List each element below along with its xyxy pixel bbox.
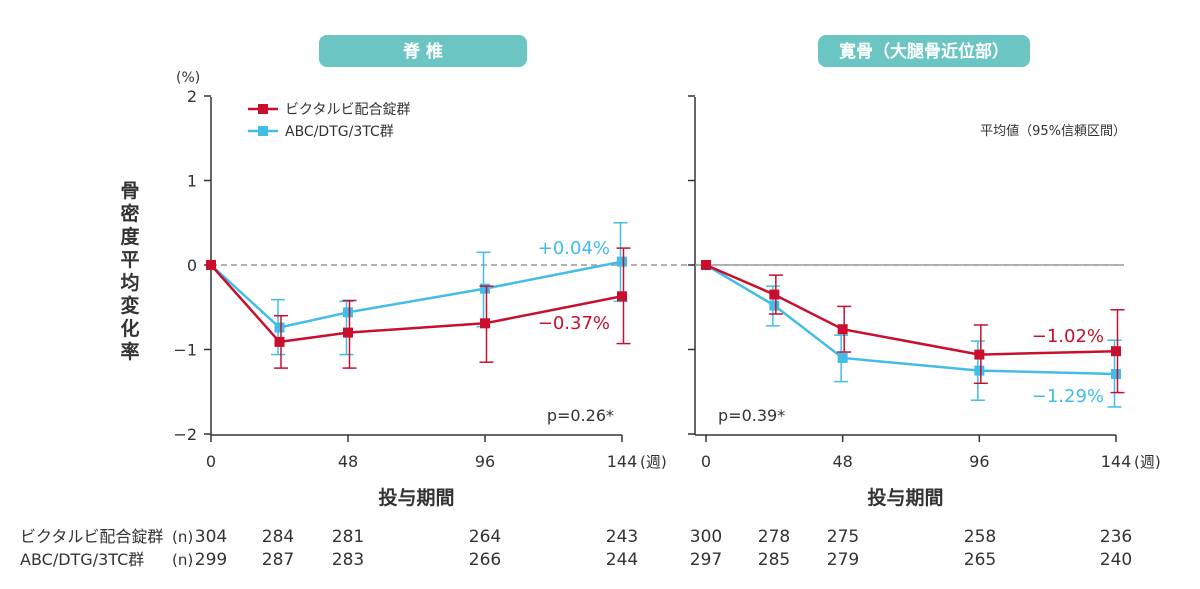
end-value-label: −1.29% <box>1032 386 1104 407</box>
x-tick-label: 96 <box>969 452 989 471</box>
data-point <box>837 324 848 335</box>
n-table-cell: 278 <box>758 527 790 547</box>
data-point <box>480 283 490 294</box>
y-axis-label-char: 平 <box>120 249 139 271</box>
x-tick-label: 144 <box>1101 452 1132 471</box>
n-table-cell: 275 <box>827 527 859 547</box>
n-table-cell: 258 <box>964 527 996 547</box>
legend-entry-label: ビクタルビ配合錠群 <box>285 102 410 118</box>
n-table-cell: 285 <box>758 550 790 570</box>
p-value: p=0.26* <box>547 406 614 425</box>
y-axis-label-char: 変 <box>120 294 139 317</box>
y-axis-label-char: 度 <box>120 225 140 248</box>
data-point <box>274 322 285 333</box>
data-point <box>617 291 627 302</box>
data-point <box>837 352 848 363</box>
n-table: ビクタルビ配合錠群 (n) 304 284 281 264 243 300 278 275 258 2… <box>20 527 1132 570</box>
data-point <box>274 336 285 347</box>
data-point <box>701 260 711 270</box>
x-tick-label: 0 <box>701 452 711 471</box>
y-tick-label: −1 <box>173 341 197 360</box>
n-table-cell: 299 <box>195 550 227 570</box>
n-table-cell: 300 <box>690 527 722 547</box>
y-tick-label: 1 <box>187 172 197 191</box>
n-table-cell: 287 <box>262 550 294 570</box>
y-tick-label: 0 <box>187 256 197 275</box>
y-axis-label-char: 化 <box>120 317 139 340</box>
n-table-cell: 297 <box>690 550 722 570</box>
data-point <box>617 256 627 267</box>
n-table-cell: 266 <box>469 550 501 570</box>
n-table-cell: 281 <box>332 527 364 547</box>
x-unit-label: (週) <box>1134 453 1161 471</box>
y-axis-label-char: 骨 <box>120 180 139 202</box>
n-table-cell: 265 <box>964 550 996 570</box>
x-tick-label: 96 <box>475 452 495 471</box>
end-value-label: −0.37% <box>538 313 610 334</box>
panel-title-badge <box>818 35 1030 67</box>
series-line-abc-dtg-3tc <box>705 263 1117 376</box>
x-axis-title: 投与期間 <box>378 486 454 509</box>
y-unit-label: (%) <box>176 70 200 86</box>
ci-note: 平均値（95%信頼区間） <box>980 123 1126 139</box>
legend-marker <box>258 104 268 114</box>
n-table-cell: 236 <box>1100 527 1132 547</box>
n-table-cell: 284 <box>262 527 294 547</box>
panel-title: 脊 椎 <box>402 41 443 62</box>
y-axis-label-char: 率 <box>120 340 139 363</box>
n-table-cell: 279 <box>827 550 859 570</box>
data-point <box>974 365 985 376</box>
y-tick-label: 2 <box>187 87 197 106</box>
x-axis-title: 投与期間 <box>867 486 943 509</box>
panel-title: 寛骨（大腿骨近位部） <box>839 41 1009 62</box>
data-point <box>343 327 353 338</box>
x-tick-label: 0 <box>206 452 216 471</box>
x-unit-label: (週) <box>640 453 667 471</box>
data-point <box>206 260 216 270</box>
n-table-cell: 304 <box>195 527 227 547</box>
n-table-n-label: (n) <box>172 551 193 569</box>
end-value-label: +0.04% <box>538 238 610 259</box>
data-point <box>974 349 985 360</box>
y-tick-label: −2 <box>173 425 197 444</box>
data-point <box>769 300 780 311</box>
legend-entry-label: ABC/DTG/3TC群 <box>285 124 394 140</box>
p-value: p=0.39* <box>718 406 785 425</box>
data-point <box>1111 346 1121 357</box>
n-table-row-label: ビクタルビ配合錠群 <box>20 527 163 546</box>
n-table-cell: 240 <box>1100 550 1132 570</box>
n-table-cell: 243 <box>606 527 638 547</box>
panel-title-badge <box>319 35 527 67</box>
legend-marker <box>258 126 268 136</box>
end-value-label: −1.02% <box>1032 326 1104 347</box>
n-table-n-label: (n) <box>172 528 193 546</box>
data-point <box>343 307 353 318</box>
hip-panel: 寛骨（大腿骨近位部） 0 48 96 144 (週) 投与期間 p=0.39* −1.02% −1… <box>688 35 1161 509</box>
n-table-cell: 244 <box>606 550 638 570</box>
x-tick-label: 48 <box>832 452 852 471</box>
n-table-cell: 283 <box>332 550 364 570</box>
n-table-row-label: ABC/DTG/3TC群 <box>20 550 144 569</box>
x-tick-label: 48 <box>338 452 358 471</box>
x-tick-label: 144 <box>607 452 638 471</box>
legend: ビクタルビ配合錠群 ABC/DTG/3TC群 <box>248 102 410 140</box>
n-table-cell: 264 <box>469 527 501 547</box>
spine-panel: 脊 椎 2 1 0 −1 −2 0 48 96 144 (週) 投与期間 p=0.26* −0.37% +0… <box>173 35 1124 509</box>
data-point <box>1111 369 1121 380</box>
data-point <box>769 289 780 300</box>
y-axis-label-char: 密 <box>120 202 139 225</box>
data-point <box>480 318 490 329</box>
y-axis-label-char: 均 <box>120 271 139 294</box>
